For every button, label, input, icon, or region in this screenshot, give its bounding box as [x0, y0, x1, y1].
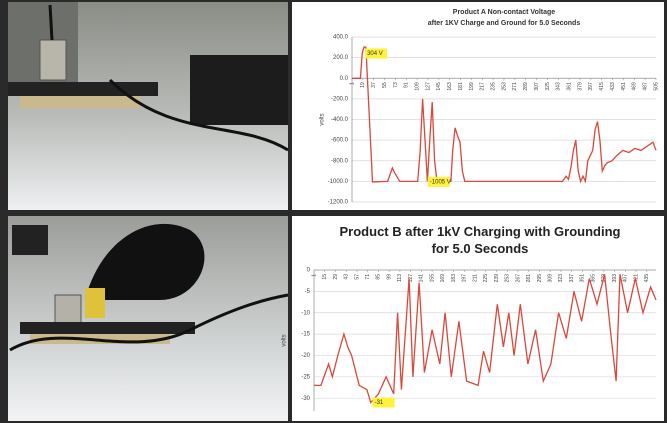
x-tick-label: 295 [537, 274, 543, 283]
x-tick-label: 181 [458, 82, 464, 91]
x-tick-label: 309 [548, 274, 554, 283]
y-tick-label: 200.0 [333, 55, 349, 61]
x-tick-label: 451 [621, 82, 627, 91]
x-tick-label: 407 [623, 274, 629, 283]
x-tick-label: 393 [612, 274, 618, 283]
x-tick-label: 1 [311, 274, 317, 277]
x-tick-label: 281 [526, 274, 532, 283]
x-tick-label: 91 [404, 82, 410, 88]
x-tick-label: 73 [393, 82, 399, 88]
x-tick-label: 487 [642, 82, 648, 91]
x-tick-label: 29 [333, 274, 339, 280]
x-tick-label: 239 [494, 274, 500, 283]
x-tick-label: 71 [365, 274, 371, 280]
y-tick-label: -800.0 [331, 158, 349, 164]
photo-top [8, 2, 288, 210]
x-tick-label: 145 [436, 82, 442, 91]
chart-subtitle: after 1KV Charge and Ground for 5.0 Seco… [428, 20, 581, 27]
y-tick-label: -5 [305, 289, 311, 295]
x-tick-label: 43 [344, 274, 350, 280]
x-tick-label: 307 [534, 82, 540, 91]
y-tick-label: 400.0 [333, 35, 349, 41]
x-tick-label: 253 [505, 274, 511, 283]
x-tick-label: 225 [483, 274, 489, 283]
chart-title: Product B after 1kV Charging with Ground… [330, 223, 630, 257]
y-tick-label: -1000.0 [328, 179, 349, 185]
annotation: -31 [375, 400, 384, 406]
annotation: -1005 V [430, 179, 451, 185]
x-tick-label: 271 [512, 82, 518, 91]
x-tick-label: 343 [556, 82, 562, 91]
x-tick-label: 109 [414, 82, 420, 91]
x-tick-label: 169 [440, 274, 446, 283]
x-tick-label: 325 [545, 82, 551, 91]
x-tick-label: 415 [599, 82, 605, 91]
x-tick-label: 211 [472, 274, 478, 282]
x-tick-label: 337 [569, 274, 575, 283]
x-tick-label: 19 [360, 82, 366, 88]
x-tick-label: 469 [632, 82, 638, 91]
x-tick-label: 199 [469, 82, 475, 91]
x-tick-label: 197 [462, 274, 468, 283]
y-tick-label: -1200.0 [328, 200, 349, 206]
y-tick-label: 0.0 [340, 76, 349, 82]
annotation: 304 V [367, 51, 383, 57]
x-tick-label: 289 [523, 82, 529, 91]
x-tick-label: 253 [501, 82, 507, 91]
x-tick-label: 267 [515, 274, 521, 283]
figure: Product A Non-contact Voltage after 1KV C… [0, 0, 667, 423]
x-tick-label: 365 [590, 274, 596, 283]
y-axis-label: volts [282, 334, 288, 346]
x-tick-label: 57 [354, 274, 360, 280]
y-tick-label: -600.0 [331, 138, 349, 144]
y-tick-label: -200.0 [331, 96, 349, 102]
x-tick-label: 505 [653, 82, 659, 91]
x-tick-label: 217 [480, 82, 486, 91]
photo-bottom [8, 216, 288, 421]
x-tick-label: 235 [490, 82, 496, 91]
y-tick-label: -10 [301, 310, 310, 316]
x-tick-label: 1 [349, 82, 355, 85]
x-tick-label: 163 [447, 82, 453, 91]
x-tick-label: 323 [558, 274, 564, 283]
y-tick-label: -15 [301, 332, 310, 338]
chart-title: Product A Non-contact Voltage [453, 9, 556, 16]
y-axis-label: volts [320, 113, 326, 125]
x-tick-label: 433 [610, 82, 616, 91]
x-tick-label: 397 [588, 82, 594, 91]
y-tick-label: -20 [301, 353, 310, 359]
x-tick-label: 379 [577, 82, 583, 91]
y-tick-label: -25 [301, 374, 310, 380]
figure-canvas: Product A Non-contact Voltage after 1KV C… [0, 0, 667, 423]
x-tick-label: 113 [397, 274, 403, 282]
x-tick-label: 15 [322, 274, 328, 280]
x-tick-label: 435 [644, 274, 650, 283]
x-tick-label: 141 [419, 274, 425, 283]
y-tick-label: -400.0 [331, 117, 349, 123]
y-tick-label: -30 [301, 396, 310, 402]
x-tick-label: 155 [429, 274, 435, 283]
x-tick-label: 55 [382, 82, 388, 88]
x-tick-label: 37 [371, 82, 377, 88]
x-tick-label: 183 [451, 274, 457, 283]
x-tick-label: 99 [386, 274, 392, 280]
x-tick-label: 127 [425, 82, 431, 91]
x-tick-label: 351 [580, 274, 586, 283]
x-tick-label: 85 [376, 274, 382, 280]
x-tick-label: 361 [566, 82, 572, 91]
